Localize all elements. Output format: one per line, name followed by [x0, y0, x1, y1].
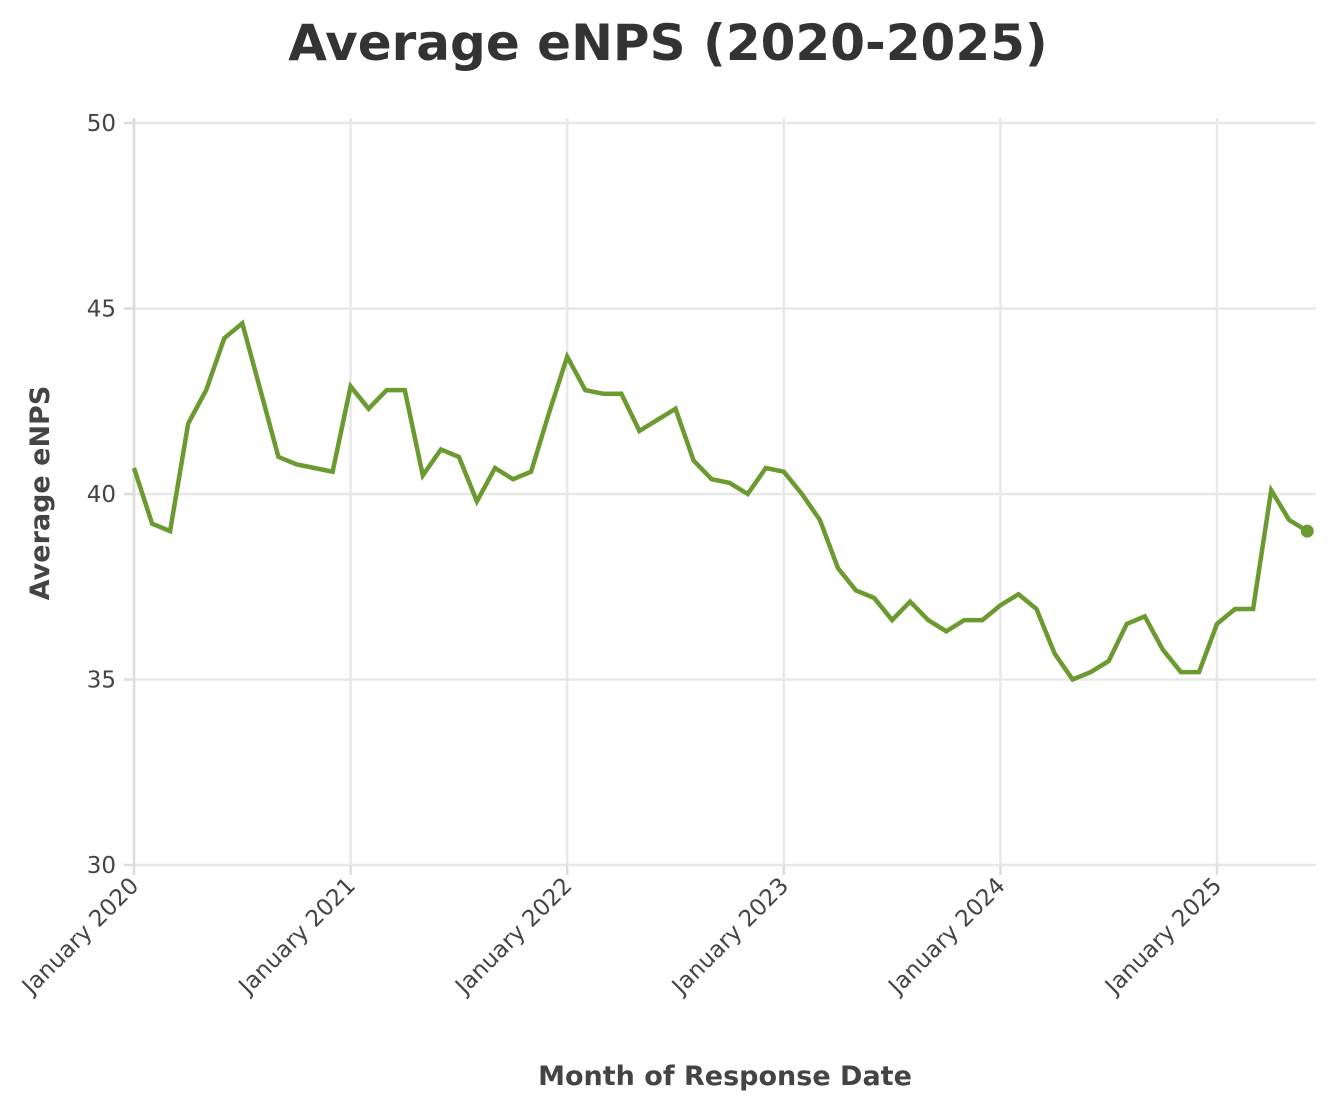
axis-layer: 30 35 40 45 50 January 2020 January 2021 Januar…	[16, 111, 1227, 1001]
x-tick-label: January 2025	[1099, 873, 1227, 1001]
series-layer	[131, 319, 1314, 683]
x-tick-label: January 2021	[233, 873, 361, 1001]
grid-layer	[132, 118, 1316, 867]
x-tick-label: January 2022	[449, 873, 577, 1001]
x-tick-label: January 2020	[16, 873, 144, 1001]
y-tick-label: 40	[87, 482, 116, 508]
x-tick-label: January 2023	[666, 873, 794, 1001]
chart-title: Average eNPS (2020-2025)	[288, 14, 1048, 72]
x-axis-label: Month of Response Date	[538, 1061, 912, 1092]
x-tick-label: January 2024	[883, 873, 1011, 1001]
y-axis-label: Average eNPS	[25, 386, 56, 601]
y-tick-label: 30	[87, 853, 116, 879]
y-tick-label: 45	[87, 297, 116, 323]
last-point-marker	[1300, 524, 1314, 538]
series-line	[131, 319, 1309, 683]
y-tick-label: 35	[87, 668, 116, 694]
y-tick-label: 50	[87, 111, 116, 137]
